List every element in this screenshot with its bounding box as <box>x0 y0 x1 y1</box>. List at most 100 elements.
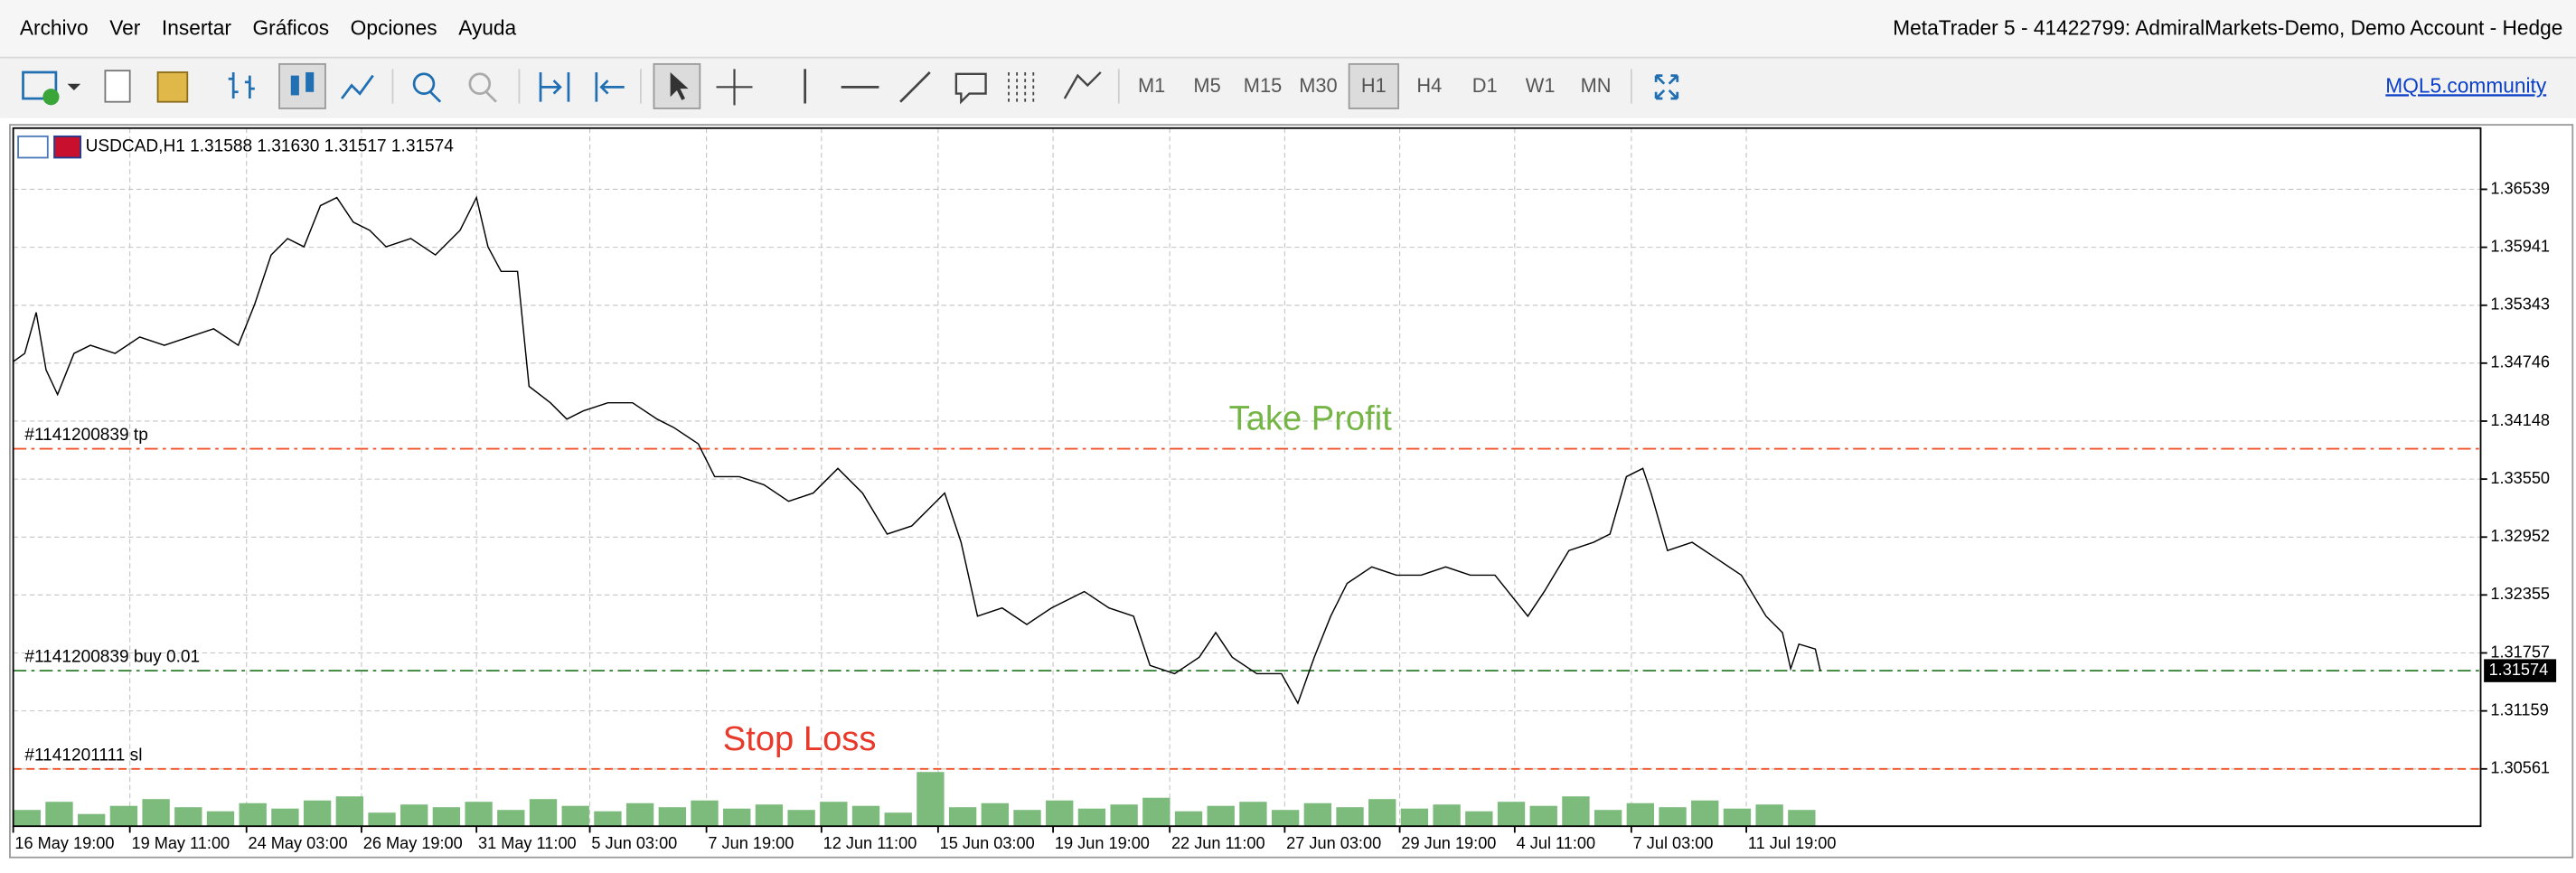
menu-item[interactable]: Ayuda <box>458 16 516 40</box>
x-tick-label: 7 Jul 03:00 <box>1633 834 1714 852</box>
y-tick-label: 1.31757 <box>2490 643 2550 661</box>
new-chart-plus[interactable] <box>42 89 60 106</box>
volume-bar <box>1626 803 1655 827</box>
volume-bar <box>691 800 719 827</box>
zoom-in-icon[interactable] <box>412 72 436 95</box>
chart-header: USDCAD,H1 1.31588 1.31630 1.31517 1.3157… <box>86 137 455 156</box>
volume-bar <box>1594 810 1622 827</box>
order-label: #1141200839 tp <box>24 426 148 445</box>
y-tick-label: 1.34746 <box>2490 353 2550 371</box>
chart-window <box>9 124 2574 859</box>
volume-bar <box>1077 808 1106 827</box>
volume-bar <box>1046 800 1074 827</box>
active-button[interactable] <box>278 62 326 109</box>
x-tick-label: 24 May 03:00 <box>249 834 348 852</box>
cursor-icon[interactable] <box>670 71 689 100</box>
timeframe-button[interactable]: W1 <box>1526 74 1556 97</box>
volume-bar <box>1723 808 1752 827</box>
x-tick-label: 12 Jun 11:00 <box>823 834 917 852</box>
price-tag-label: 1.31574 <box>2489 661 2549 679</box>
fullscreen-icon[interactable] <box>1654 74 1679 100</box>
volume-bar <box>1433 804 1461 827</box>
volume-bar <box>1174 811 1203 827</box>
y-tick-label: 1.32952 <box>2490 527 2550 545</box>
x-tick-label: 29 Jun 19:00 <box>1401 834 1496 852</box>
volume-bar <box>1303 803 1332 827</box>
volume-bar <box>723 808 751 827</box>
fibo-icon[interactable] <box>1008 71 1035 102</box>
volume-bar <box>206 811 235 827</box>
window-title: MetaTrader 5 - 41422799: AdmiralMarkets-… <box>1893 16 2562 40</box>
volume-bar <box>271 808 299 827</box>
zoom-in-icon[interactable] <box>429 90 442 103</box>
toolbar-icons <box>22 62 1679 109</box>
dropdown-caret[interactable] <box>67 83 81 90</box>
price-line <box>13 195 1821 705</box>
new-doc-icon[interactable] <box>104 70 131 103</box>
volume-bar <box>1271 810 1300 827</box>
volume-bar <box>561 805 589 827</box>
menu-item[interactable]: Insertar <box>162 16 231 40</box>
menu-bar <box>0 0 2576 58</box>
volume-bar <box>529 799 558 827</box>
volume-bar <box>1142 797 1170 827</box>
trendline-icon[interactable] <box>899 71 931 103</box>
volume-bar <box>1336 807 1364 827</box>
order-label: #1141201111 sl <box>24 746 142 765</box>
timeframe-button[interactable]: D1 <box>1472 74 1498 97</box>
x-tick-label: 11 Jul 19:00 <box>1748 834 1837 852</box>
menu-item[interactable]: Gráficos <box>253 16 330 40</box>
volume-bar <box>303 800 332 827</box>
y-tick-label: 1.35343 <box>2490 296 2550 314</box>
menu-item[interactable]: Opciones <box>351 16 437 40</box>
menu-item[interactable]: Ver <box>109 16 141 40</box>
x-tick-label: 31 May 11:00 <box>478 834 577 852</box>
shift-icon[interactable] <box>595 71 625 102</box>
volume-bar <box>497 810 525 827</box>
text-icon[interactable] <box>954 72 987 105</box>
x-tick-label: 5 Jun 03:00 <box>591 834 677 852</box>
market-icon[interactable] <box>156 71 189 103</box>
volume-bar <box>1207 805 1235 827</box>
zoom-out-icon[interactable] <box>468 72 492 95</box>
timeframe-button[interactable]: MN <box>1581 74 1612 97</box>
x-tick-label: 27 Jun 03:00 <box>1286 834 1381 852</box>
volume-bar <box>625 803 654 827</box>
crosshair-icon[interactable] <box>716 69 753 106</box>
timeframe-button[interactable]: M30 <box>1299 74 1337 97</box>
volume-bar <box>1659 807 1687 827</box>
candles-icon[interactable] <box>290 75 299 96</box>
y-tick-label: 1.32355 <box>2490 585 2550 603</box>
toolbar <box>0 57 2576 118</box>
volume-bar <box>109 805 138 827</box>
volume-bar <box>820 802 848 827</box>
x-tick-label: 22 Jun 11:00 <box>1171 834 1265 852</box>
bars-icon[interactable] <box>228 71 255 99</box>
volume-bar <box>1465 811 1493 827</box>
timeframe-button[interactable]: H4 <box>1416 74 1442 97</box>
elliott-icon[interactable] <box>1063 71 1102 99</box>
active-timeframe[interactable] <box>1348 62 1400 109</box>
menu-item[interactable]: Archivo <box>20 16 89 40</box>
candles-icon[interactable] <box>306 71 315 92</box>
y-tick-label: 1.36539 <box>2490 179 2550 197</box>
volume-bar <box>239 803 267 827</box>
timeframe-button[interactable]: H1 <box>1361 74 1387 97</box>
timeframe-button[interactable]: M5 <box>1193 74 1220 97</box>
new-chart-icon[interactable] <box>22 70 58 100</box>
volume-bar <box>432 807 461 827</box>
scroll-icon[interactable] <box>539 71 570 102</box>
annotation: Take Profit <box>1229 399 1393 437</box>
volume-bar <box>1788 810 1816 827</box>
timeframe-button[interactable]: M15 <box>1244 74 1282 97</box>
community-link[interactable]: MQL5.community <box>2385 73 2547 97</box>
zoom-out-icon[interactable] <box>485 90 497 103</box>
y-tick-label: 1.33550 <box>2490 469 2550 487</box>
x-tick-label: 19 Jun 19:00 <box>1055 834 1150 852</box>
volume-bar <box>78 813 106 827</box>
volume-bar <box>884 812 912 827</box>
line-icon[interactable] <box>341 74 374 99</box>
timeframe-button[interactable]: M1 <box>1138 74 1165 97</box>
volume-bar <box>1529 805 1557 827</box>
